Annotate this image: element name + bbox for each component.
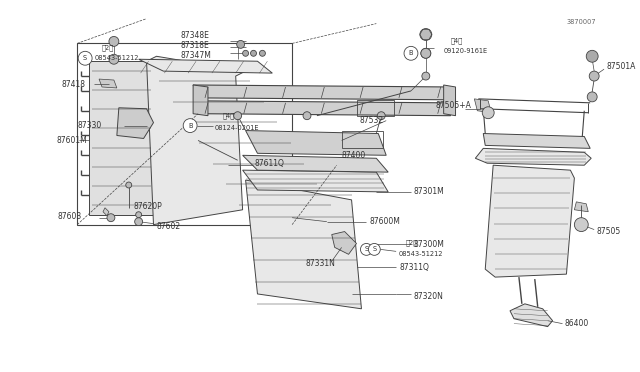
Circle shape xyxy=(422,72,430,80)
Polygon shape xyxy=(117,108,154,138)
Polygon shape xyxy=(246,180,362,309)
Circle shape xyxy=(250,50,257,56)
Circle shape xyxy=(183,119,197,132)
Text: 86400: 86400 xyxy=(564,319,589,328)
Polygon shape xyxy=(99,79,117,88)
Polygon shape xyxy=(198,101,451,116)
Text: 08543-51212: 08543-51212 xyxy=(95,55,140,61)
Polygon shape xyxy=(193,85,208,116)
Circle shape xyxy=(109,54,119,64)
Circle shape xyxy=(378,112,385,120)
Circle shape xyxy=(483,107,494,119)
Polygon shape xyxy=(474,99,491,113)
Text: 87300M: 87300M xyxy=(414,240,445,249)
Text: 87600M: 87600M xyxy=(369,217,400,226)
Text: 87400: 87400 xyxy=(342,151,366,160)
Text: B: B xyxy=(409,50,413,56)
Polygon shape xyxy=(103,208,109,216)
Bar xyxy=(356,100,394,116)
Text: 87331N: 87331N xyxy=(305,259,335,268)
Polygon shape xyxy=(574,202,588,212)
Circle shape xyxy=(107,214,115,222)
Circle shape xyxy=(78,51,92,65)
Circle shape xyxy=(589,71,599,81)
Polygon shape xyxy=(193,85,456,100)
Polygon shape xyxy=(147,56,246,225)
Polygon shape xyxy=(444,85,456,116)
Text: 87505: 87505 xyxy=(596,227,620,236)
Circle shape xyxy=(360,243,372,255)
Text: （2）: （2） xyxy=(406,239,419,246)
Text: 3870007: 3870007 xyxy=(566,19,596,25)
Circle shape xyxy=(259,50,266,56)
Text: 87501A: 87501A xyxy=(606,62,636,71)
Bar xyxy=(77,44,292,225)
Text: 87505+A: 87505+A xyxy=(436,101,472,110)
Text: 87311Q: 87311Q xyxy=(399,263,429,272)
Circle shape xyxy=(126,182,132,188)
Text: 87347M: 87347M xyxy=(180,51,211,60)
Polygon shape xyxy=(246,131,386,155)
Text: 87611Q: 87611Q xyxy=(255,159,284,168)
Text: 87532: 87532 xyxy=(360,116,383,125)
Polygon shape xyxy=(243,170,388,192)
Bar xyxy=(342,131,383,148)
Polygon shape xyxy=(483,134,590,148)
Text: （4）: （4） xyxy=(451,37,463,44)
Polygon shape xyxy=(510,304,552,327)
Text: 87320N: 87320N xyxy=(414,292,444,301)
Text: 87318E: 87318E xyxy=(180,41,209,50)
Polygon shape xyxy=(89,61,154,215)
Polygon shape xyxy=(139,59,273,73)
Text: 08124-0201E: 08124-0201E xyxy=(215,125,259,131)
Text: S: S xyxy=(364,246,369,252)
Circle shape xyxy=(303,112,311,120)
Text: 87620P: 87620P xyxy=(134,202,163,211)
Text: 87418: 87418 xyxy=(61,80,85,89)
Text: 87602: 87602 xyxy=(156,222,180,231)
Text: 08543-51212: 08543-51212 xyxy=(399,251,444,257)
Text: 09120-9161E: 09120-9161E xyxy=(444,48,488,54)
Circle shape xyxy=(234,112,242,120)
Text: 87603: 87603 xyxy=(58,212,82,221)
Polygon shape xyxy=(243,155,388,172)
Polygon shape xyxy=(476,148,591,165)
Circle shape xyxy=(404,46,418,60)
Circle shape xyxy=(136,212,141,218)
Text: 87330: 87330 xyxy=(77,121,102,130)
Circle shape xyxy=(588,92,597,102)
Circle shape xyxy=(421,48,431,58)
Polygon shape xyxy=(332,231,356,254)
Circle shape xyxy=(574,218,588,231)
Text: 87301M: 87301M xyxy=(414,187,445,196)
Circle shape xyxy=(421,48,431,58)
Text: （2）: （2） xyxy=(102,44,115,51)
Polygon shape xyxy=(485,165,574,277)
Text: 87601M: 87601M xyxy=(56,136,87,145)
Circle shape xyxy=(420,29,432,41)
Text: 87348E: 87348E xyxy=(180,31,209,40)
Circle shape xyxy=(237,41,244,48)
Circle shape xyxy=(243,50,248,56)
Text: S: S xyxy=(83,55,87,61)
Text: S: S xyxy=(372,246,376,252)
Circle shape xyxy=(109,36,119,46)
Circle shape xyxy=(369,243,380,255)
Circle shape xyxy=(586,50,598,62)
Text: B: B xyxy=(188,123,193,129)
Circle shape xyxy=(134,218,143,225)
Text: （4）: （4） xyxy=(223,112,235,119)
